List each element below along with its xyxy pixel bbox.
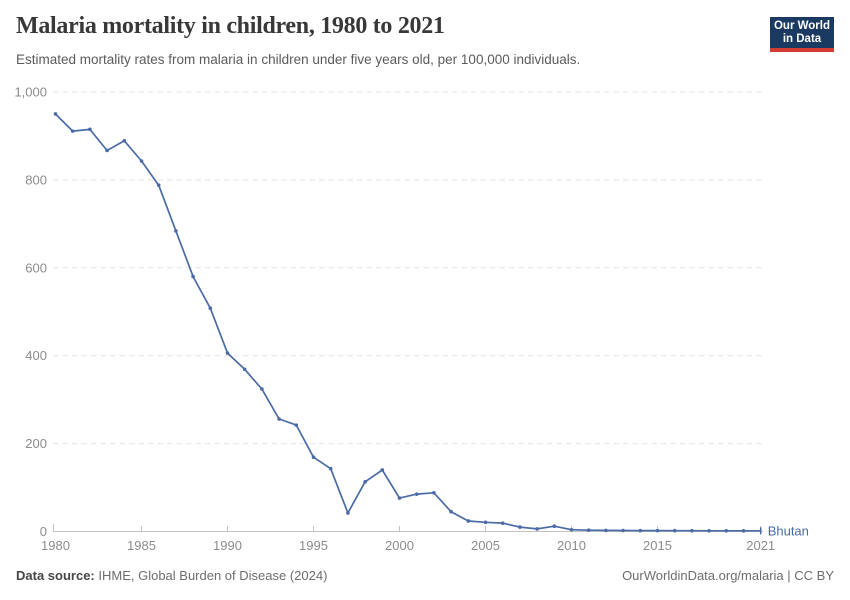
data-point[interactable]	[242, 367, 247, 372]
y-tick-label: 0	[40, 524, 47, 539]
data-point[interactable]	[414, 492, 419, 496]
data-source-text: IHME, Global Burden of Disease (2024)	[94, 568, 328, 583]
data-point[interactable]	[380, 468, 385, 472]
data-point[interactable]	[174, 229, 178, 233]
x-tick-label: 2015	[643, 538, 672, 553]
data-source: Data source: IHME, Global Burden of Dise…	[16, 568, 327, 583]
data-point[interactable]	[294, 423, 299, 427]
x-tick-label: 2021	[746, 538, 775, 553]
data-point[interactable]	[535, 527, 539, 531]
data-point[interactable]	[569, 527, 574, 532]
data-point[interactable]	[53, 112, 58, 116]
y-tick-label: 400	[25, 348, 47, 363]
data-point[interactable]	[397, 496, 402, 500]
series-path-bhutan[interactable]	[54, 113, 762, 532]
data-point[interactable]	[466, 519, 471, 523]
data-point[interactable]	[483, 520, 488, 525]
data-point[interactable]	[277, 417, 281, 421]
y-tick-label: 1,000	[14, 85, 47, 100]
data-point[interactable]	[260, 387, 264, 391]
series-label-bhutan[interactable]: Bhutan	[768, 523, 809, 538]
data-point[interactable]	[604, 528, 608, 533]
chart-subtitle: Estimated mortality rates from malaria i…	[16, 52, 581, 67]
data-point[interactable]	[70, 129, 75, 133]
owid-logo: Our World in Data	[770, 17, 834, 52]
data-point[interactable]	[672, 528, 677, 533]
license-link[interactable]: OurWorldinData.org/malaria | CC BY	[622, 568, 834, 583]
data-point[interactable]	[621, 528, 625, 533]
data-point[interactable]	[328, 466, 333, 471]
x-tick-label: 2010	[557, 538, 586, 553]
data-point[interactable]	[741, 529, 746, 533]
data-point[interactable]	[586, 528, 591, 532]
data-point[interactable]	[690, 528, 694, 533]
y-tick-label: 600	[25, 260, 47, 275]
data-point[interactable]	[156, 183, 161, 187]
data-source-label: Data source:	[16, 568, 95, 583]
data-point[interactable]	[724, 528, 729, 533]
x-tick-label: 1990	[213, 538, 242, 553]
x-tick-label: 2005	[471, 538, 500, 553]
data-point[interactable]	[311, 455, 316, 460]
data-point[interactable]	[225, 351, 230, 355]
data-point[interactable]	[139, 159, 144, 163]
data-point[interactable]	[208, 306, 213, 311]
data-point[interactable]	[432, 491, 436, 495]
owid-logo-line2: in Data	[782, 32, 822, 45]
data-point[interactable]	[105, 148, 109, 153]
data-point[interactable]	[655, 528, 660, 533]
data-point[interactable]	[638, 528, 643, 533]
data-point[interactable]	[191, 274, 195, 279]
data-point[interactable]	[552, 524, 557, 529]
page-title: Malaria mortality in children, 1980 to 2…	[16, 13, 445, 39]
x-tick-label: 1980	[41, 538, 70, 553]
data-point[interactable]	[363, 480, 367, 484]
data-point[interactable]	[500, 521, 505, 525]
x-tick-label: 1995	[299, 538, 328, 553]
data-point[interactable]	[518, 525, 522, 529]
x-tick-label: 1985	[127, 538, 156, 553]
data-point[interactable]	[88, 127, 92, 132]
data-point[interactable]	[449, 509, 453, 514]
data-point[interactable]	[707, 528, 711, 533]
data-point[interactable]	[346, 511, 350, 515]
owid-logo-line1: Our World	[773, 19, 830, 32]
data-point[interactable]	[122, 138, 127, 143]
y-tick-label: 800	[25, 172, 47, 187]
y-tick-label: 200	[25, 436, 47, 451]
x-tick-label: 2000	[385, 538, 414, 553]
chart-footer: Data source: IHME, Global Burden of Dise…	[16, 568, 834, 583]
